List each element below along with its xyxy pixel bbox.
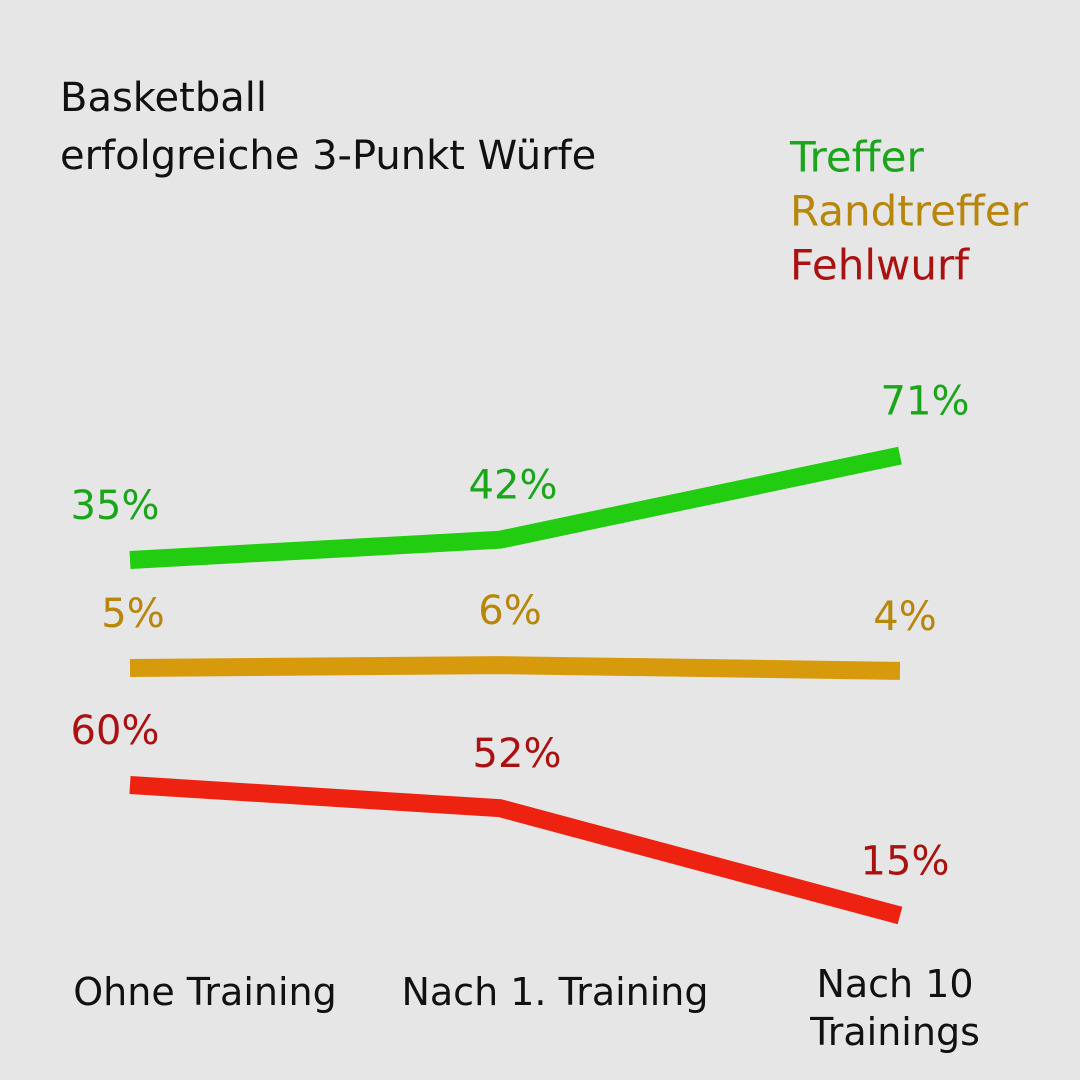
legend-entry: Fehlwurf	[790, 241, 970, 290]
data-label: 71%	[881, 379, 970, 425]
line-ribbon	[129, 656, 901, 680]
data-label: 60%	[71, 708, 160, 754]
data-label: 52%	[473, 731, 562, 777]
line-ribbon	[129, 446, 902, 569]
data-label: 6%	[478, 588, 541, 634]
data-label: 4%	[873, 594, 936, 640]
data-label: 15%	[861, 839, 950, 885]
data-label: 35%	[71, 483, 160, 529]
data-label: 42%	[469, 463, 558, 509]
chart-title: Basketball	[60, 75, 267, 121]
chart-title: erfolgreiche 3-Punkt Würfe	[60, 133, 596, 179]
x-tick-label: Ohne Training	[73, 970, 337, 1014]
legend-entry: Randtreffer	[790, 187, 1029, 236]
line-ribbon	[129, 776, 903, 925]
legend-entry: Treffer	[789, 133, 924, 182]
x-tick-label: Nach 10 Trainings	[810, 962, 980, 1054]
data-label: 5%	[101, 591, 164, 637]
x-tick-label: Nach 1. Training	[401, 970, 709, 1014]
